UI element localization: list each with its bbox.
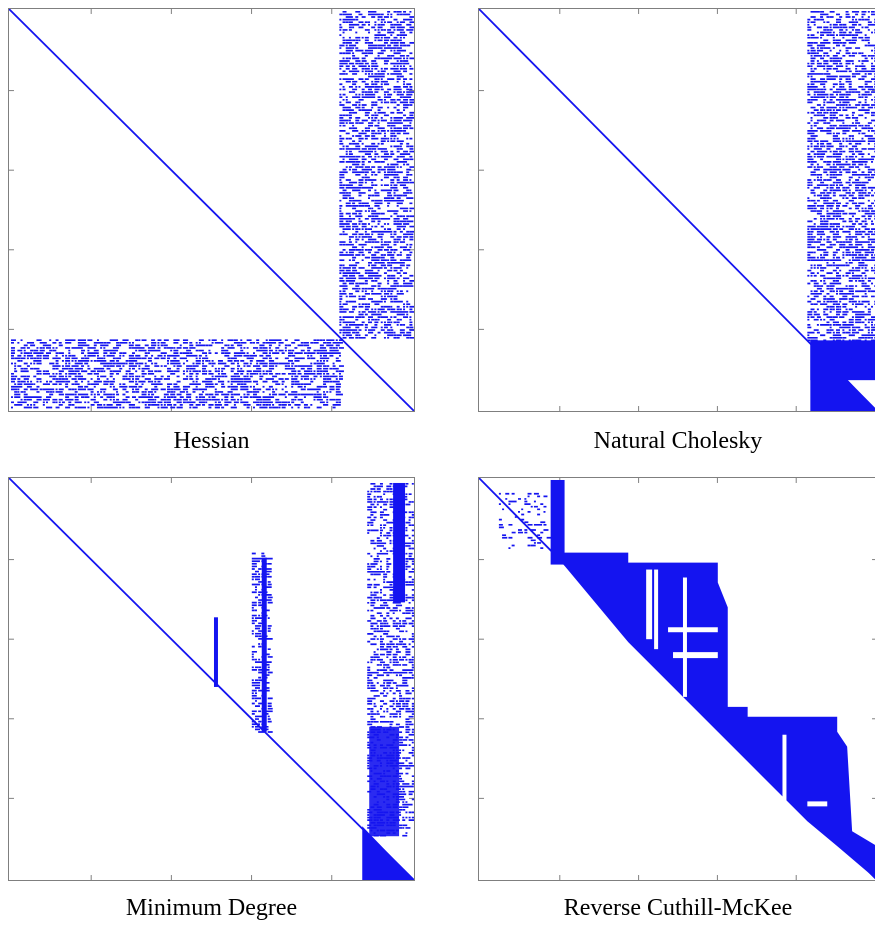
sparsity-plot-hessian: [8, 8, 415, 412]
caption-minimum-degree: Minimum Degree: [125, 895, 298, 921]
caption-reverse-cuthill-mckee: Reverse Cuthill-McKee: [563, 895, 793, 921]
caption-natural-cholesky: Natural Cholesky: [593, 428, 763, 454]
sparsity-svg-hessian: [9, 9, 414, 411]
sparsity-svg-reverse-cuthill-mckee: [479, 478, 875, 880]
sparsity-svg-minimum-degree: [9, 478, 414, 880]
sparsity-plot-natural-cholesky: [478, 8, 875, 412]
sparsity-plot-minimum-degree: [8, 477, 415, 881]
sparsity-svg-natural-cholesky: [479, 9, 875, 411]
caption-hessian: Hessian: [173, 428, 250, 454]
sparsity-plot-reverse-cuthill-mckee: [478, 477, 875, 881]
